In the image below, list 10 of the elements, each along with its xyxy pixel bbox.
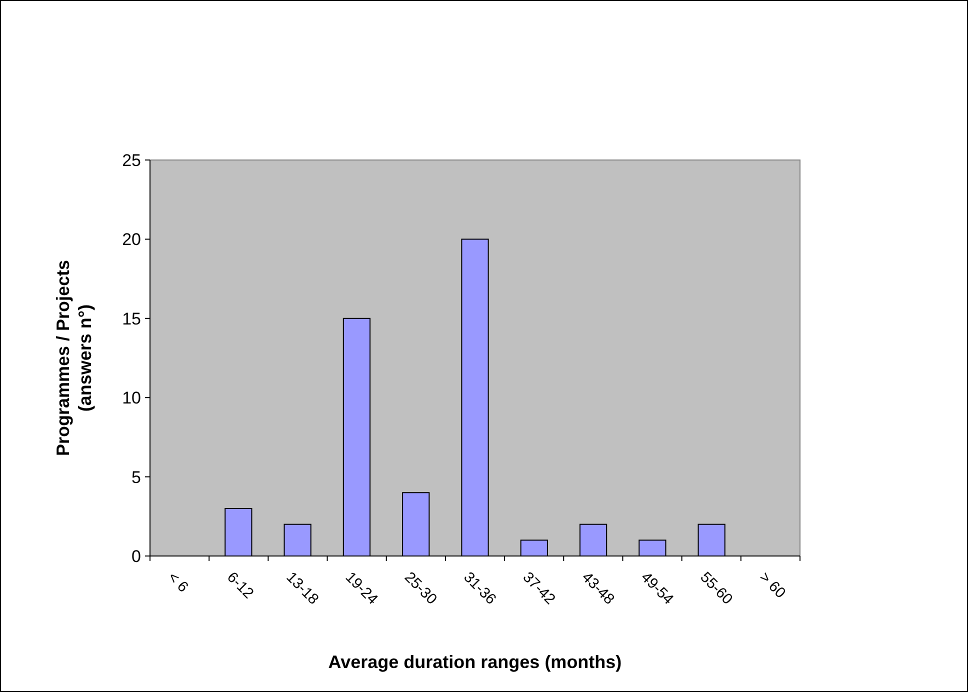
y-axis-title: Programmes / Projects (answers n°) bbox=[53, 260, 95, 456]
y-tick-label: 0 bbox=[132, 546, 141, 566]
y-tick-label: 15 bbox=[122, 309, 141, 328]
x-tick-label: < 6 bbox=[164, 568, 192, 596]
y-tick-label: 5 bbox=[132, 468, 141, 487]
y-tick-label: 20 bbox=[122, 230, 141, 250]
x-axis-title: Average duration ranges (months) bbox=[328, 652, 622, 672]
y-tick-label: 25 bbox=[122, 150, 141, 170]
y-tick-label: 10 bbox=[122, 388, 141, 408]
x-tick-label: > 60 bbox=[756, 568, 789, 602]
